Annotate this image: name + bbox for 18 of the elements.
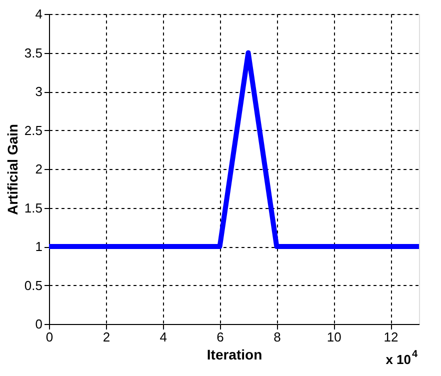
x-tick-label: 12 xyxy=(384,330,398,344)
y-tick-label: 3 xyxy=(35,84,42,99)
y-tick-label: 1 xyxy=(35,239,42,254)
x-tick-label: 8 xyxy=(274,330,281,344)
x-tick-label: 0 xyxy=(46,330,54,344)
x-tick-label: 4 xyxy=(160,330,167,344)
y-axis-title: Artificial Gain xyxy=(4,124,20,216)
y-tick-label: 2 xyxy=(35,162,42,176)
y-tick-label: 0 xyxy=(35,316,42,332)
x-tick-label: 10 xyxy=(326,330,342,344)
x-tick-label: 6 xyxy=(216,330,224,344)
x-tick-label: 2 xyxy=(102,330,110,344)
y-tick-label: 1.5 xyxy=(24,200,42,216)
y-tick-label: 2.5 xyxy=(24,122,42,138)
y-tick-label: 3.5 xyxy=(24,45,42,60)
y-tick-label: 0.5 xyxy=(24,278,42,293)
x-axis-title: Iteration xyxy=(206,346,262,362)
y-tick-label: 4 xyxy=(35,6,42,22)
